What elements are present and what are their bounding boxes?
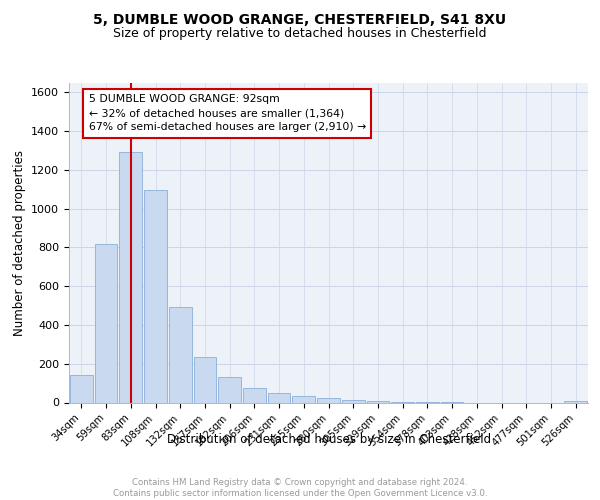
Bar bbox=[243, 388, 266, 402]
Bar bbox=[169, 308, 191, 402]
Bar bbox=[317, 398, 340, 402]
Bar bbox=[119, 152, 142, 402]
Text: Contains HM Land Registry data © Crown copyright and database right 2024.
Contai: Contains HM Land Registry data © Crown c… bbox=[113, 478, 487, 498]
Bar bbox=[292, 396, 315, 402]
Bar bbox=[342, 400, 365, 402]
Text: 5, DUMBLE WOOD GRANGE, CHESTERFIELD, S41 8XU: 5, DUMBLE WOOD GRANGE, CHESTERFIELD, S41… bbox=[94, 12, 506, 26]
Text: Size of property relative to detached houses in Chesterfield: Size of property relative to detached ho… bbox=[113, 28, 487, 40]
Bar bbox=[218, 378, 241, 402]
Bar bbox=[70, 376, 93, 402]
Bar bbox=[367, 401, 389, 402]
Bar bbox=[144, 190, 167, 402]
Bar bbox=[95, 244, 118, 402]
Y-axis label: Number of detached properties: Number of detached properties bbox=[13, 150, 26, 336]
Text: 5 DUMBLE WOOD GRANGE: 92sqm
← 32% of detached houses are smaller (1,364)
67% of : 5 DUMBLE WOOD GRANGE: 92sqm ← 32% of det… bbox=[89, 94, 366, 132]
Bar bbox=[268, 394, 290, 402]
Bar bbox=[564, 400, 587, 402]
Bar bbox=[194, 357, 216, 403]
Text: Distribution of detached houses by size in Chesterfield: Distribution of detached houses by size … bbox=[167, 432, 491, 446]
